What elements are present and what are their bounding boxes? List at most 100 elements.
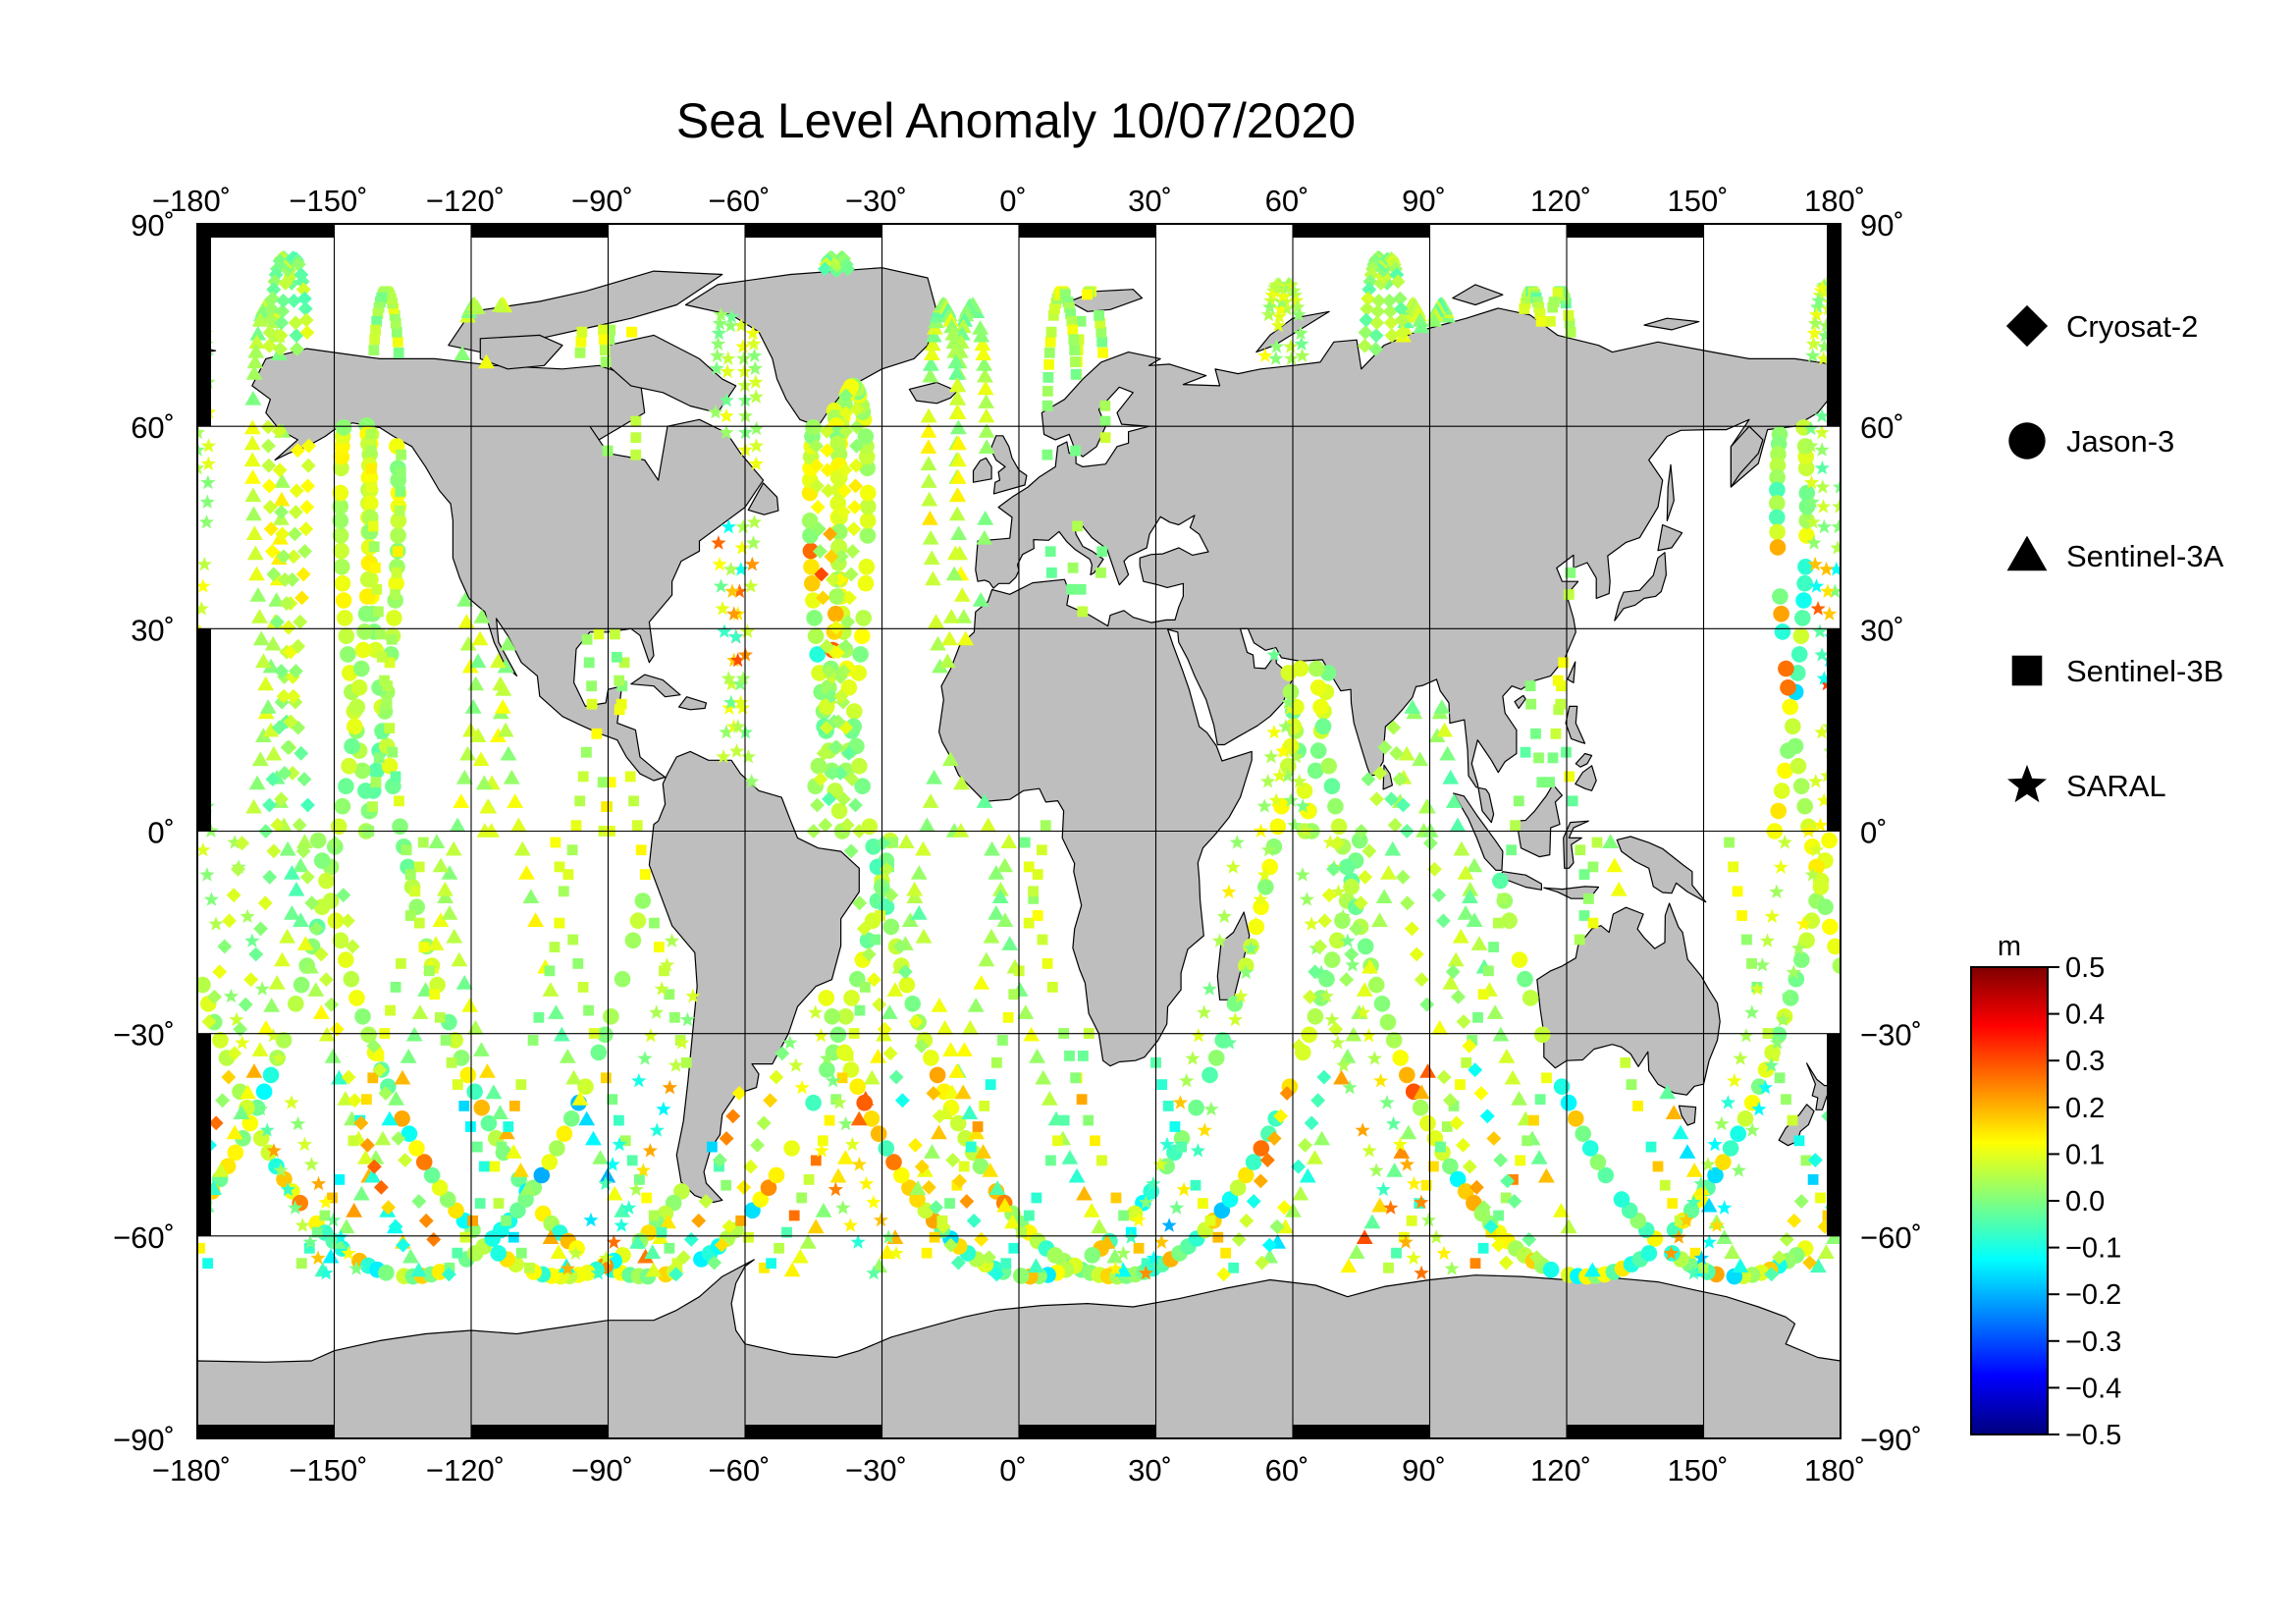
- track-point: [782, 1035, 798, 1050]
- track-point: [1589, 1154, 1607, 1170]
- track-point: [439, 1191, 456, 1208]
- track-point: [1049, 303, 1060, 314]
- track-point: [1358, 869, 1373, 885]
- track-point: [944, 325, 962, 341]
- track-point: [202, 1258, 213, 1270]
- track-point: [956, 1042, 973, 1056]
- track-point: [447, 1032, 464, 1049]
- track-point: [605, 324, 616, 336]
- track-point: [830, 1094, 842, 1106]
- track-point: [721, 518, 736, 534]
- track-point: [1533, 752, 1544, 764]
- track-point: [788, 1210, 800, 1221]
- map-frame: [196, 223, 1842, 1439]
- track-point: [374, 1130, 392, 1146]
- track-point: [816, 590, 830, 606]
- track-point: [1591, 837, 1603, 848]
- track-point: [978, 423, 995, 438]
- track-point: [1769, 1035, 1786, 1050]
- colorbar-tick-label: −0.2: [2065, 1279, 2121, 1311]
- track-point: [1757, 1079, 1773, 1095]
- track-point: [1024, 1210, 1035, 1221]
- track-point: [1303, 989, 1317, 1004]
- track-point: [833, 688, 849, 704]
- track-point: [654, 942, 665, 952]
- track-point: [393, 347, 404, 358]
- track-point: [854, 1004, 866, 1016]
- track-point: [605, 777, 616, 788]
- track-point: [292, 817, 307, 833]
- lon-tick-label-bottom: −90˚: [571, 1453, 633, 1488]
- track-point: [664, 989, 675, 1001]
- track-point: [338, 778, 354, 794]
- track-point: [949, 405, 967, 419]
- track-point: [996, 1197, 1014, 1213]
- track-point: [1808, 306, 1825, 322]
- track-point: [291, 256, 306, 272]
- track-point: [1253, 892, 1268, 906]
- track-point: [368, 541, 380, 553]
- track-point: [245, 1063, 263, 1078]
- track-point: [1274, 294, 1290, 309]
- track-point: [825, 1072, 841, 1088]
- track-point: [1685, 1194, 1702, 1210]
- track-point: [300, 478, 315, 494]
- track-point: [1808, 578, 1825, 593]
- track-point: [926, 769, 942, 784]
- track-point: [961, 1105, 979, 1119]
- border-bar-left: [197, 224, 211, 427]
- lon-tick-label-bottom: 150˚: [1667, 1453, 1728, 1488]
- track-point: [265, 1028, 282, 1043]
- track-point: [635, 844, 647, 856]
- track-point: [744, 556, 760, 571]
- track-point: [550, 837, 561, 848]
- track-point: [567, 1245, 583, 1261]
- triangle-icon: [2006, 535, 2048, 571]
- track-point: [227, 835, 242, 849]
- track-point: [946, 343, 964, 358]
- track-point: [1353, 895, 1368, 911]
- track-point: [1550, 728, 1562, 739]
- land-japan-honshu: [1614, 552, 1667, 622]
- track-point: [1714, 1115, 1730, 1131]
- track-point: [586, 680, 597, 692]
- track-point: [370, 777, 382, 788]
- track-point: [1283, 277, 1299, 293]
- track-point: [1399, 1066, 1415, 1084]
- track-point: [1058, 1114, 1070, 1126]
- track-point: [950, 452, 967, 467]
- track-point: [507, 1231, 519, 1243]
- track-point: [866, 972, 881, 988]
- border-bar-left: [197, 628, 211, 832]
- track-point: [1041, 1091, 1058, 1106]
- track-point: [1372, 766, 1388, 781]
- track-point: [1772, 588, 1789, 605]
- track-point: [1798, 932, 1815, 949]
- track-point: [1287, 287, 1303, 302]
- lon-tick-label-bottom: 180˚: [1804, 1453, 1865, 1488]
- track-point: [1786, 964, 1801, 980]
- track-point: [575, 336, 587, 348]
- track-point: [1406, 1250, 1421, 1266]
- track-point: [549, 942, 561, 952]
- track-point: [437, 889, 454, 903]
- track-point: [1486, 1131, 1502, 1146]
- track-point: [713, 578, 729, 593]
- colorbar-tick-label: 0.0: [2065, 1186, 2105, 1217]
- track-point: [949, 469, 967, 484]
- track-point: [274, 473, 291, 488]
- track-point: [384, 657, 396, 669]
- track-point: [1679, 1144, 1696, 1159]
- track-point: [1553, 704, 1565, 716]
- track-point: [744, 774, 760, 788]
- track-point: [747, 360, 763, 375]
- track-point: [1547, 752, 1559, 764]
- track-point: [327, 912, 345, 929]
- track-point: [244, 469, 261, 484]
- track-point: [1813, 283, 1830, 298]
- track-point: [630, 432, 642, 444]
- track-point: [988, 865, 1005, 880]
- lon-tick-label-top: −120˚: [426, 184, 505, 218]
- track-point: [610, 628, 620, 640]
- track-point: [259, 699, 277, 714]
